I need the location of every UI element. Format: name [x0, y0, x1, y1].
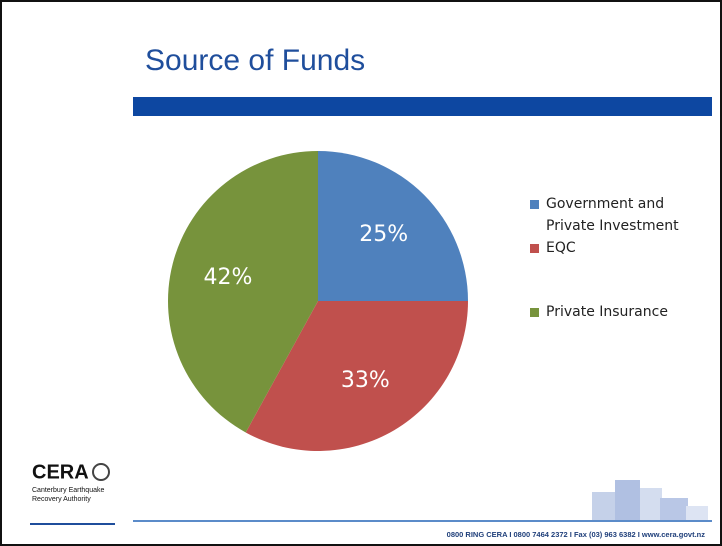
legend-swatch [530, 244, 539, 253]
logo: CERA [32, 461, 89, 483]
legend-swatch [530, 308, 539, 317]
footer-contact: 0800 RING CERA I 0800 7464 2372 I Fax (0… [447, 530, 706, 539]
pie-slice [245, 301, 468, 451]
legend-entry: Private Insurance [530, 301, 680, 323]
legend-entry: EQC [530, 237, 680, 259]
data-label: 25% [359, 222, 408, 247]
org-name: Canterbury Earthquake [32, 487, 104, 494]
legend-label: EQC [546, 240, 576, 256]
legend-entry: Government and Private Investment [530, 193, 680, 237]
pie-slice [318, 151, 468, 301]
org-name: Recovery Authority [32, 496, 91, 503]
legend-swatch [530, 200, 539, 209]
legend-label: Private Insurance [546, 304, 668, 320]
data-label: 33% [341, 368, 390, 393]
pie-slice [167, 151, 318, 433]
pie: 25% 33% 42% [167, 151, 468, 451]
legend-label: Government and Private Investment [546, 196, 679, 234]
legend: Government and Private Investment EQC Priv… [530, 193, 680, 323]
title-bar [133, 97, 712, 116]
data-label: 42% [203, 265, 252, 290]
chart-title: Source of Funds [145, 44, 365, 77]
building-graphic [592, 480, 708, 520]
logo-emblem [92, 463, 110, 481]
